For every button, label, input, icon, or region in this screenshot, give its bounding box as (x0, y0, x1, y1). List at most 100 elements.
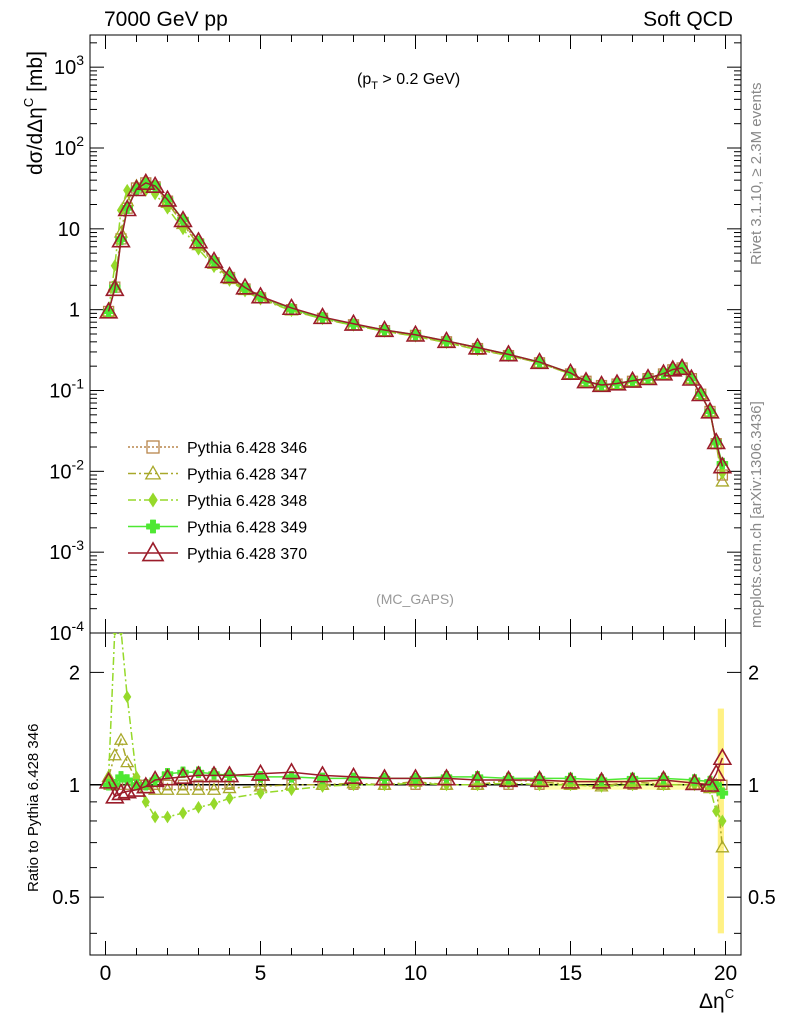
ratio-series-1 (101, 732, 730, 853)
main-y-axis-label: dσ/dΔηC [mb] (21, 51, 47, 175)
main-data-point (250, 286, 271, 304)
ratio-data-point (712, 747, 733, 766)
ratio-data-point (209, 797, 219, 811)
ratio-y-axis-label: Ratio to Pythia 6.428 346 (25, 724, 42, 892)
main-data-point (700, 401, 720, 419)
ratio-data-point (118, 633, 124, 637)
legend-entry: Pythia 6.428 346 (128, 440, 307, 457)
main-data-point (105, 279, 125, 297)
main-data-point (681, 368, 702, 386)
main-y-axis-label-sup: C (21, 98, 36, 107)
ratio-reference-band (90, 708, 741, 934)
legend-label: Pythia 6.428 349 (187, 520, 307, 537)
ratio-data-point (111, 783, 131, 801)
legend-label: Pythia 6.428 347 (187, 467, 307, 484)
ratio-data-point (145, 769, 165, 788)
main-data-point (312, 307, 333, 325)
ratio-data-point (191, 782, 206, 795)
ratio-data-point (343, 766, 364, 784)
main-data-point (136, 172, 156, 191)
legend-label: Pythia 6.428 348 (187, 493, 307, 510)
ratio-y-tick-label: 2 (69, 662, 80, 684)
legend-marker (144, 464, 162, 480)
main-data-point (281, 297, 302, 316)
ratio-data-point (175, 782, 191, 795)
axis-ticks: 0 5 10 15 20 10-4 10-3 10-2 10-1 1 10 102 103 0.5 0.5 1… (49, 35, 776, 985)
main-data-point (126, 179, 147, 197)
ratio-data-point (560, 771, 581, 789)
main-series-4 (102, 178, 729, 470)
main-data-point (498, 344, 519, 362)
ratio-data-point (706, 763, 726, 781)
ratio-series-2 (104, 633, 727, 828)
ratio-data-point (250, 763, 271, 781)
ratio-series-line (107, 633, 724, 822)
ratio-data-point (712, 804, 721, 818)
header-left: 7000 GeV pp (104, 8, 228, 31)
ratio-data-point (120, 754, 135, 768)
ratio-data-point (256, 786, 265, 800)
main-data-point (607, 373, 627, 391)
ratio-data-point (123, 690, 132, 704)
ratio-data-point (105, 786, 125, 804)
main-series-5 (98, 172, 733, 474)
x-tick-label: 0 (100, 962, 112, 985)
ratio-data-point (467, 769, 488, 788)
ratio-data-point (653, 769, 674, 788)
main-y-tick-label: 10-1 (49, 376, 84, 403)
ratio-data-point (161, 768, 174, 780)
ratio-data-point (715, 840, 730, 853)
legend-marker (146, 440, 160, 454)
ratio-data-point (151, 810, 160, 824)
ratio-data-point (136, 776, 156, 794)
main-y-tick-label: 103 (54, 52, 84, 79)
legend-marker (146, 519, 160, 534)
ratio-data-point (225, 791, 234, 805)
main-data-point (157, 189, 178, 207)
ratio-data-point (204, 765, 224, 783)
main-y-tick-label: 10-4 (49, 618, 84, 645)
main-data-point (436, 330, 457, 349)
main-data-point (638, 368, 658, 386)
pt-cut-sub: T (371, 80, 378, 92)
main-data-point (173, 210, 193, 228)
ratio-data-point (684, 773, 705, 791)
main-series-line (107, 182, 724, 467)
ratio-series-group (98, 633, 733, 853)
main-data-point (235, 277, 255, 295)
analysis-label: (MC_GAPS) (376, 591, 454, 607)
x-axis-label: ΔηC (699, 986, 734, 1013)
pt-cut-post: > 0.2 GeV) (378, 71, 460, 88)
ratio-data-point (188, 765, 209, 783)
ratio-data-point (206, 782, 222, 795)
ratio-data-point (141, 795, 150, 809)
main-data-point (560, 362, 581, 381)
mcplots-label: mcplots.cern.ch [arXiv:1306.3436] (748, 401, 765, 628)
main-data-point (591, 374, 612, 393)
ratio-y-tick-label: 0.5 (52, 887, 80, 909)
legend: Pythia 6.428 346 Pythia 6.428 347 Pythia 6… (128, 440, 307, 563)
x-axis-label-sup: C (725, 986, 734, 1001)
main-data-point (467, 337, 488, 355)
main-data-point (576, 371, 596, 389)
ratio-data-point (287, 783, 296, 797)
ratio-data-point (436, 768, 457, 786)
pt-cut-pre: (p (357, 71, 371, 88)
main-y-axis-label-unit: [mb] (24, 51, 47, 98)
ratio-data-point (178, 806, 188, 820)
ratio-data-point (163, 810, 172, 824)
ratio-data-point (98, 771, 119, 789)
main-data-point (690, 384, 711, 402)
ratio-data-point (374, 768, 395, 786)
ratio-data-point (107, 747, 122, 761)
main-series-line (107, 183, 724, 464)
main-data-point (653, 363, 674, 381)
main-data-point (712, 456, 733, 474)
ratio-data-point (112, 633, 117, 637)
x-tick-label: 20 (714, 962, 737, 985)
legend-label: Pythia 6.428 370 (187, 546, 307, 563)
main-data-point (622, 370, 643, 388)
ratio-data-point (126, 779, 147, 797)
